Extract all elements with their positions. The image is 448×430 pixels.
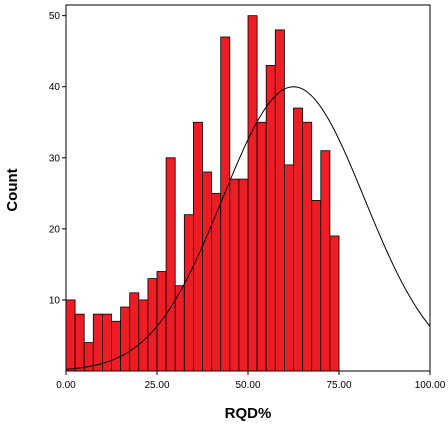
x-axis-title: RQD%	[225, 405, 272, 422]
histogram-bar	[229, 178, 240, 372]
y-tick-label: 20	[49, 224, 61, 235]
histogram-bar	[238, 178, 249, 372]
histogram-bar	[165, 157, 176, 372]
histogram-bar	[111, 320, 121, 372]
histogram-bar	[192, 121, 203, 372]
histogram-bar	[265, 65, 276, 372]
y-axis: 10 20 30 40 50	[49, 11, 66, 306]
histogram-bar	[138, 299, 149, 372]
x-tick-label: 0.00	[56, 380, 76, 391]
histogram-bar	[293, 107, 304, 372]
x-tick-label: 75.00	[326, 380, 351, 391]
histogram-bar	[183, 214, 194, 372]
x-tick-label: 100.00	[415, 380, 446, 391]
y-tick-label: 30	[49, 153, 61, 164]
histogram-bar	[120, 306, 131, 372]
x-axis: 0.00 25.00 50.00 75.00 100.00	[56, 371, 446, 391]
histogram-bar	[220, 36, 231, 372]
y-tick-label: 10	[49, 295, 61, 306]
normal-curve	[65, 86, 431, 370]
histogram-bar	[92, 313, 103, 372]
histogram-bar	[283, 164, 294, 372]
histogram-bar	[74, 313, 85, 372]
histogram-bar	[274, 29, 285, 372]
histogram-bar	[211, 192, 222, 372]
histogram-bar	[129, 292, 140, 372]
histogram-bar	[311, 200, 322, 372]
x-tick-label: 25.00	[144, 380, 169, 391]
histogram-bar	[65, 299, 76, 372]
bars-group	[65, 15, 340, 372]
histogram-bar	[147, 278, 158, 372]
histogram-bar	[202, 171, 212, 372]
y-tick-label: 40	[49, 82, 61, 93]
y-tick-label: 50	[49, 11, 61, 22]
histogram-bar	[320, 150, 331, 372]
histogram-bar	[256, 121, 267, 372]
histogram-bar	[329, 235, 340, 372]
histogram-bar	[302, 121, 313, 372]
x-tick-label: 50.00	[235, 380, 260, 391]
histogram-bar	[247, 15, 258, 372]
y-axis-title: Count	[4, 168, 21, 211]
